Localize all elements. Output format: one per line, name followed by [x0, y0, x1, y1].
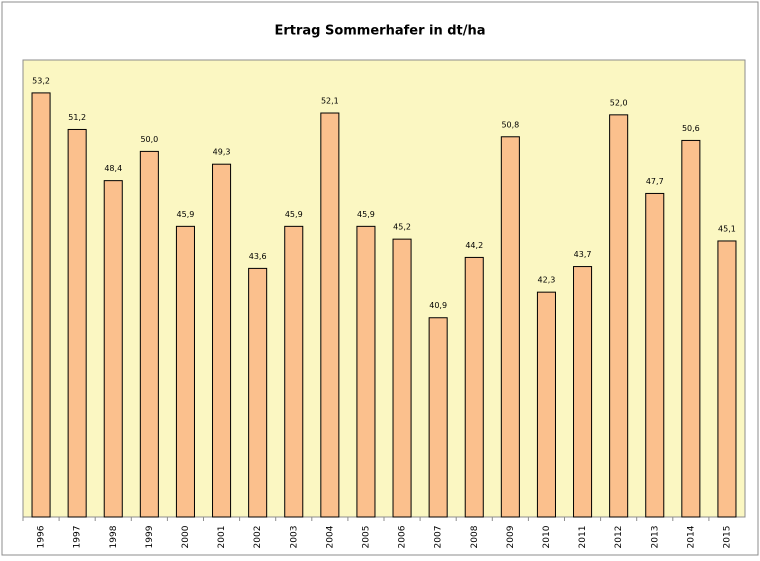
- x-tick-label: 1997: [73, 526, 83, 549]
- x-tick-label: 2001: [217, 526, 227, 549]
- data-label: 40,9: [429, 301, 447, 310]
- data-label: 50,0: [140, 135, 158, 144]
- data-label: 52,0: [610, 98, 628, 107]
- bar: [428, 317, 448, 518]
- data-label: 44,2: [465, 241, 483, 250]
- bar: [573, 266, 593, 518]
- bar: [175, 225, 195, 518]
- data-label: 45,9: [177, 210, 195, 219]
- x-tick-label: 2008: [470, 525, 480, 548]
- data-label: 50,8: [501, 120, 519, 129]
- data-label: 50,6: [682, 124, 700, 133]
- bar: [31, 92, 51, 518]
- x-tick-label: 2003: [289, 526, 299, 549]
- x-tick-label: 2007: [434, 526, 444, 549]
- bar: [609, 114, 629, 518]
- data-label: 45,2: [393, 223, 411, 232]
- x-tick-label: 2000: [181, 525, 191, 548]
- x-tick-label: 2006: [398, 525, 408, 548]
- data-label: 51,2: [68, 113, 86, 122]
- x-tick-label: 2014: [686, 525, 696, 548]
- data-label: 45,9: [285, 210, 303, 219]
- bar: [67, 128, 87, 518]
- x-tick-label: 2013: [650, 526, 660, 549]
- bar: [717, 240, 737, 518]
- data-label: 47,7: [646, 177, 664, 186]
- x-tick-label: 2002: [253, 526, 263, 549]
- data-label: 43,7: [574, 250, 592, 259]
- bar: [284, 225, 304, 518]
- bar: [320, 112, 340, 518]
- chart-title: Ertrag Sommerhafer in dt/ha: [274, 24, 485, 39]
- bar: [103, 180, 123, 518]
- data-label: 42,3: [538, 276, 556, 285]
- data-label: 45,9: [357, 210, 375, 219]
- x-tick-label: 2005: [361, 526, 371, 549]
- bar: [464, 256, 484, 518]
- data-label: 48,4: [104, 164, 122, 173]
- x-tick-label: 1996: [37, 525, 47, 548]
- bar: [500, 136, 520, 518]
- data-label: 52,1: [321, 97, 339, 106]
- plot-area: [22, 59, 746, 518]
- x-tick-label: 1999: [145, 525, 155, 548]
- bar: [645, 192, 665, 518]
- bar: [248, 267, 268, 518]
- bar: [356, 225, 376, 518]
- x-tick-label: 2011: [578, 526, 588, 549]
- x-tick-label: 2015: [722, 526, 732, 549]
- data-label: 45,1: [718, 224, 736, 233]
- bar: [681, 139, 701, 518]
- bar: [392, 238, 412, 518]
- x-tick-label: 2010: [542, 525, 552, 548]
- data-label: 53,2: [32, 76, 50, 85]
- x-tick-label: 2009: [506, 525, 516, 548]
- x-tick-label: 2012: [614, 526, 624, 549]
- data-label: 43,6: [249, 252, 267, 261]
- data-label: 49,3: [213, 148, 231, 157]
- bar: [536, 291, 556, 518]
- x-tick-label: 2004: [325, 525, 335, 548]
- bar: [212, 163, 232, 518]
- bar: [139, 150, 159, 518]
- x-tick-label: 1998: [109, 525, 119, 548]
